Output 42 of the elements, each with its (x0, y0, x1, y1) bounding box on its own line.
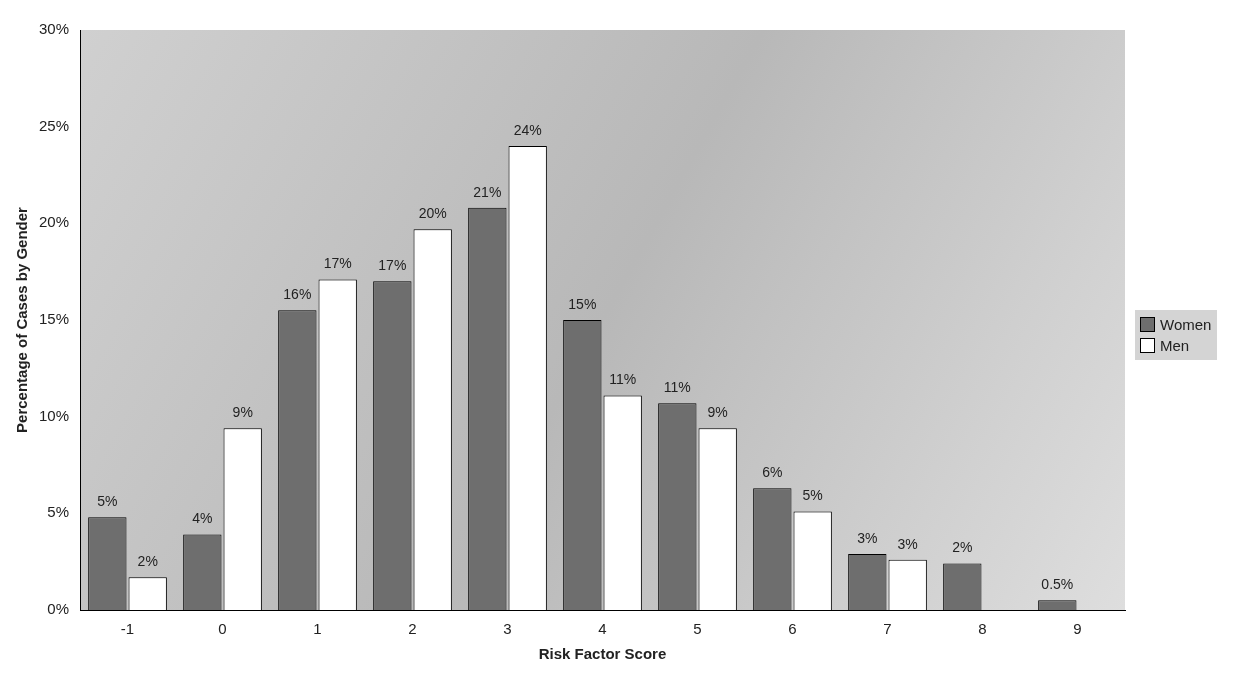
x-tick-label: 9 (1073, 620, 1082, 638)
data-label: 3% (897, 535, 918, 552)
data-label: 11% (609, 371, 637, 388)
data-label: 17% (378, 257, 407, 274)
data-label: 2% (137, 552, 158, 569)
data-label: 11% (663, 378, 691, 395)
data-label: 21% (473, 183, 502, 200)
x-tick-label: 7 (883, 620, 892, 638)
data-label: 15% (568, 295, 597, 312)
legend-label: Women (1160, 316, 1212, 333)
data-label: 3% (857, 529, 878, 546)
legend-label: Men (1160, 337, 1190, 354)
x-tick-label: 5 (693, 620, 702, 638)
x-tick-label: 1 (313, 620, 322, 638)
y-tick-label: 10% (38, 406, 70, 424)
x-tick-label: 6 (788, 620, 797, 638)
y-tick-label: 0% (47, 600, 70, 618)
x-tick-label: 8 (978, 620, 987, 638)
x-tick-label: 0 (218, 620, 227, 638)
x-tick-label: 4 (598, 620, 607, 638)
x-tick-label: -1 (120, 620, 135, 638)
y-tick-label: 5% (47, 503, 70, 521)
y-tick-label: 20% (38, 213, 70, 231)
data-label: 6% (762, 464, 783, 481)
x-axis-title: Risk Factor Score (538, 645, 667, 663)
y-axis-title: Percentage of Cases by Gender (13, 206, 31, 433)
data-label: 0.5% (1041, 576, 1074, 593)
data-label: 5% (97, 493, 118, 510)
x-tick-label: 2 (408, 620, 417, 638)
data-label: 4% (192, 510, 213, 527)
data-label: 17% (323, 255, 352, 272)
x-tick-label: 3 (503, 620, 512, 638)
data-label: 5% (802, 487, 823, 504)
data-label: 24% (513, 121, 542, 138)
data-label: 16% (283, 286, 312, 303)
data-label: 2% (952, 539, 973, 556)
y-tick-label: 15% (38, 310, 70, 328)
y-tick-label: 30% (38, 20, 70, 38)
data-label: 20% (418, 204, 447, 221)
data-label: 9% (232, 404, 253, 421)
data-label: 9% (707, 404, 728, 421)
y-tick-label: 25% (38, 116, 70, 134)
